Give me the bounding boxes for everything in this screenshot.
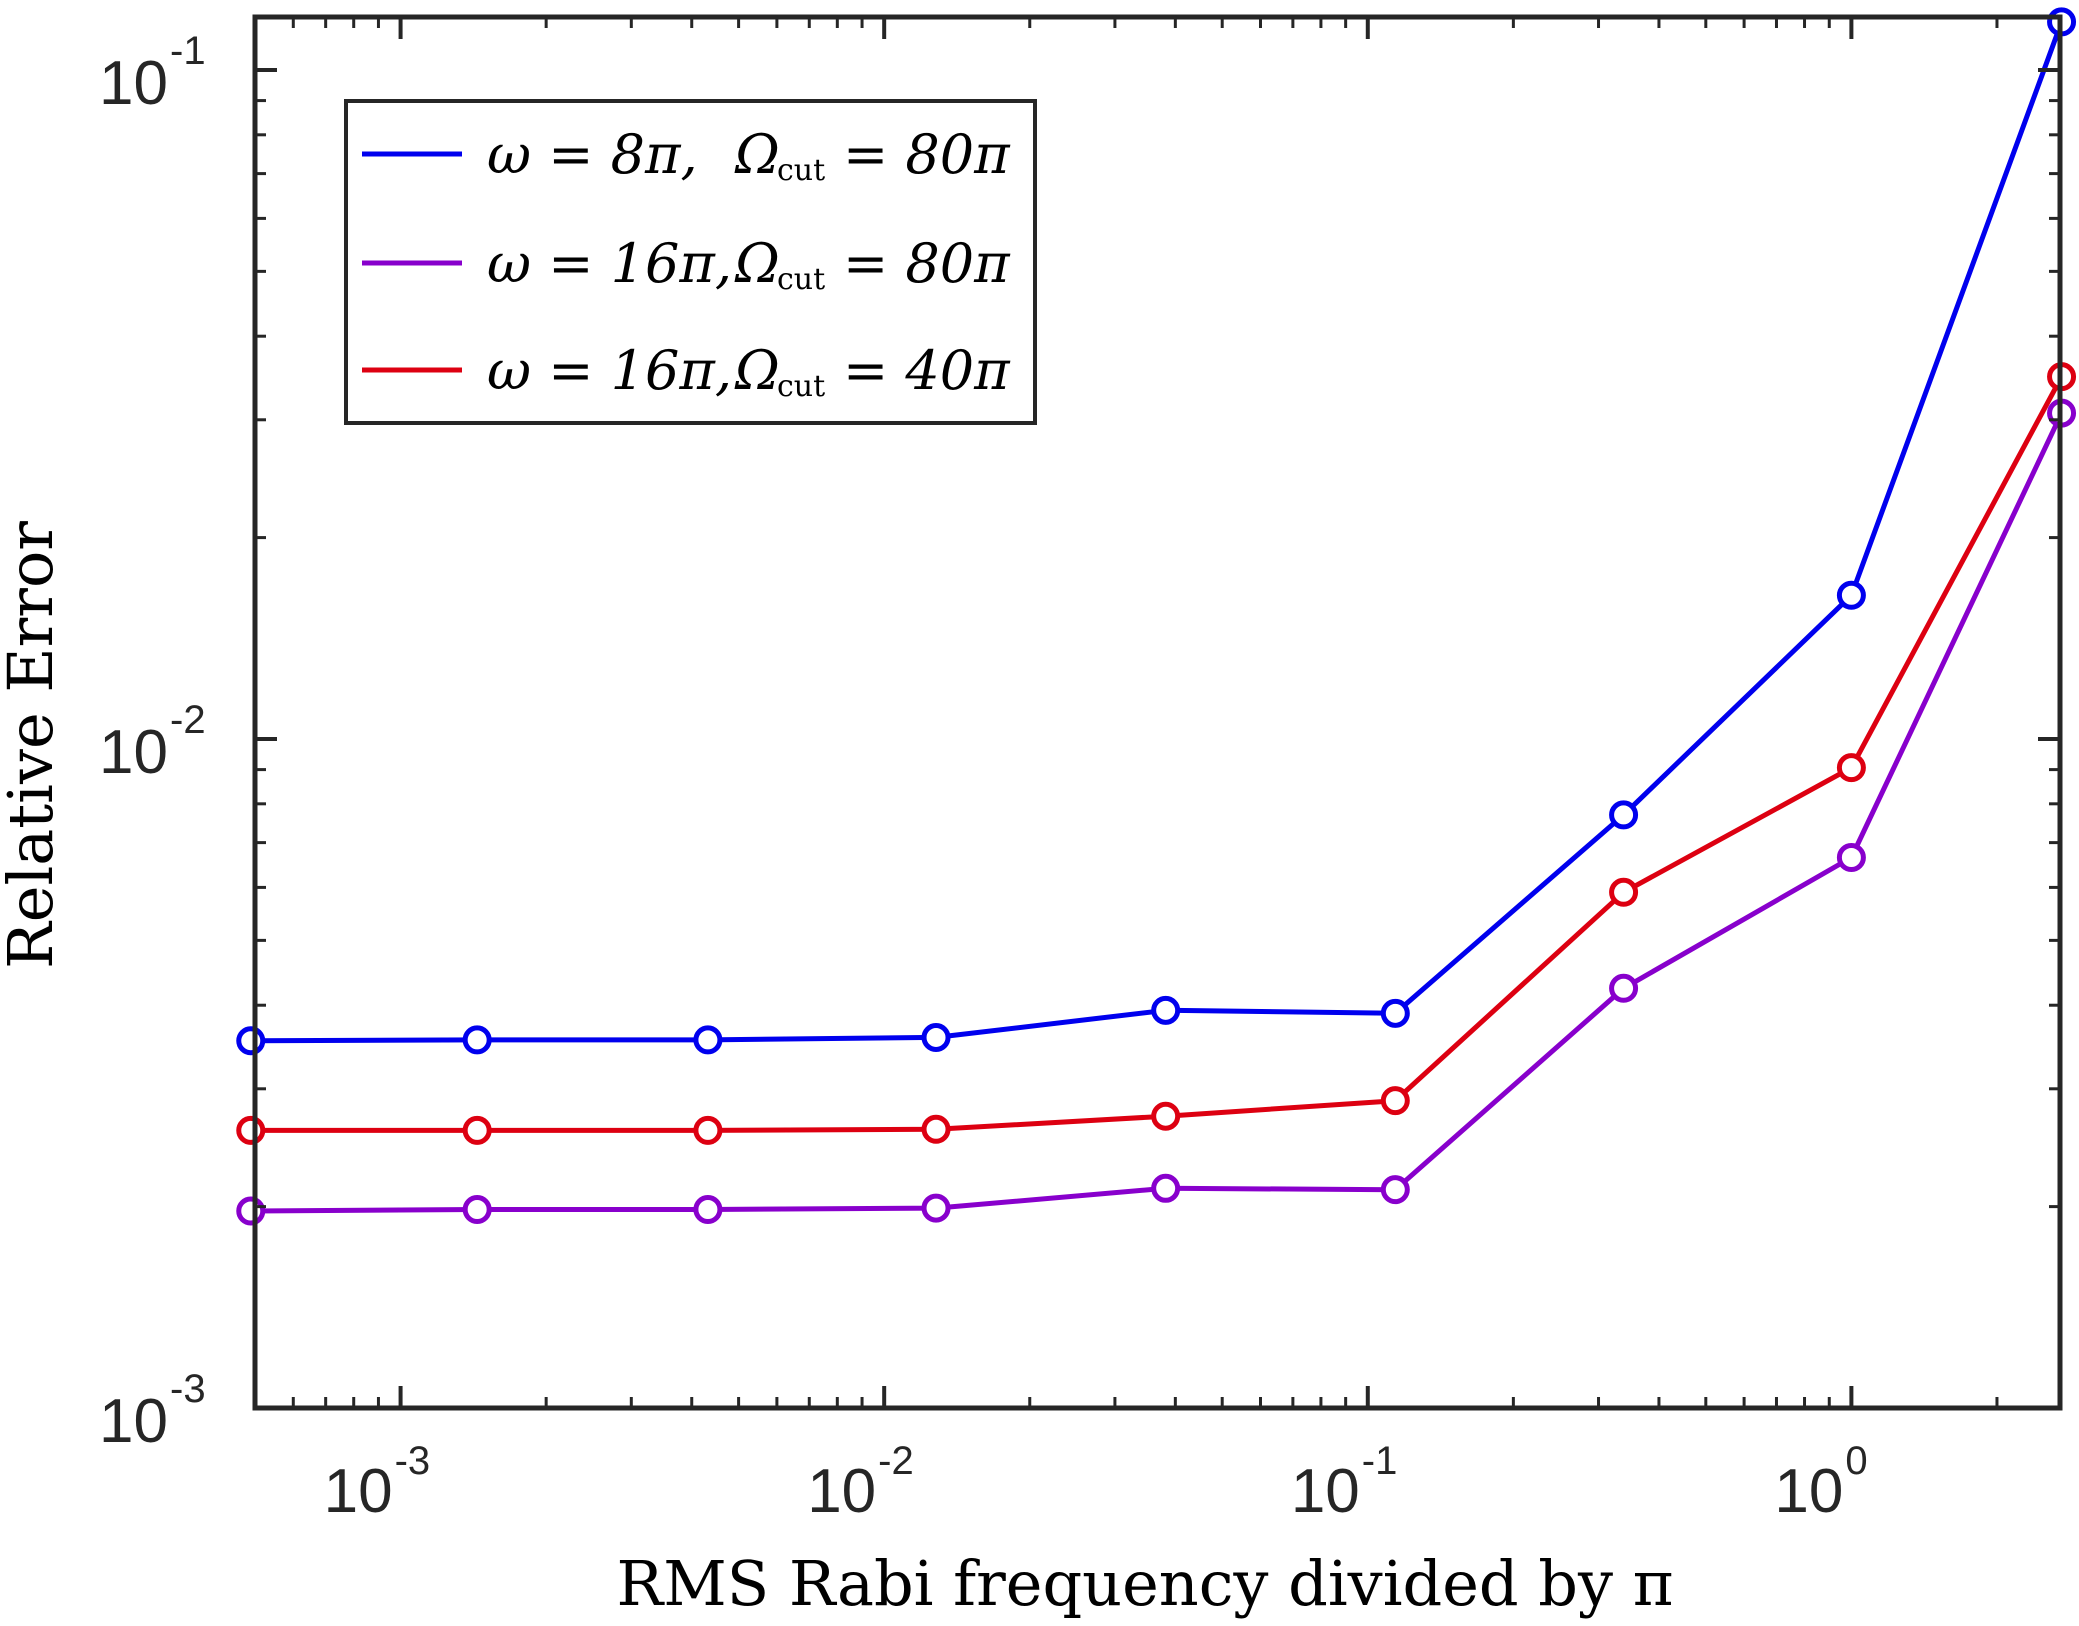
legend-cut-value: = 80π xyxy=(843,123,1011,186)
data-point xyxy=(1380,998,1410,1028)
x-tick-exponent: -3 xyxy=(395,1439,431,1483)
x-tick-exponent: -1 xyxy=(1362,1439,1398,1483)
legend-cut-value: = 40π xyxy=(843,339,1011,402)
y-tick-exponent: -1 xyxy=(170,29,206,73)
legend-omega-label: ω = 8π, xyxy=(487,123,698,186)
data-point xyxy=(462,1025,492,1055)
axes-box xyxy=(252,14,2063,1411)
x-tick-label: 10 xyxy=(1774,1457,1843,1526)
data-point xyxy=(1836,580,1866,610)
data-point xyxy=(921,1114,951,1144)
y-axis-title: Relative Error xyxy=(0,521,67,969)
y-tick-exponent: -3 xyxy=(170,1367,206,1411)
x-tick-exponent: -2 xyxy=(878,1439,914,1483)
y-tick-label: 10 xyxy=(99,1387,168,1456)
legend-cut-subscript: cut xyxy=(777,262,825,297)
y-tick-exponent: -2 xyxy=(170,698,206,742)
data-point xyxy=(462,1115,492,1145)
x-tick-label: 10 xyxy=(807,1457,876,1526)
data-point xyxy=(1609,973,1639,1003)
y-tick-label: 10 xyxy=(99,49,168,118)
y-tick-label: 10 xyxy=(99,718,168,787)
legend-cut-subscript: cut xyxy=(777,369,825,404)
legend-omega-cut-symbol: Ω xyxy=(734,339,780,402)
data-point xyxy=(693,1025,723,1055)
legend-omega-label: ω = 16π, xyxy=(487,232,732,295)
data-point xyxy=(693,1115,723,1145)
data-point xyxy=(1380,1175,1410,1205)
data-point xyxy=(1836,843,1866,873)
legend-omega-cut-symbol: Ω xyxy=(734,123,780,186)
plot-area xyxy=(236,7,2077,1226)
data-point xyxy=(1151,1101,1181,1131)
series-line-2 xyxy=(250,412,2064,1214)
data-point xyxy=(236,1115,266,1145)
data-point xyxy=(236,1196,266,1226)
data-point xyxy=(1609,877,1639,907)
data-point xyxy=(921,1193,951,1223)
data-point xyxy=(236,1026,266,1056)
legend-cut-subscript: cut xyxy=(777,153,825,188)
data-point xyxy=(1151,1173,1181,1203)
x-tick-label: 10 xyxy=(1291,1457,1360,1526)
x-tick-exponent: 0 xyxy=(1845,1439,1867,1483)
data-point xyxy=(1380,1086,1410,1116)
x-tick-label: 10 xyxy=(324,1457,393,1526)
legend-omega-cut-symbol: Ω xyxy=(734,232,780,295)
data-point xyxy=(462,1195,492,1225)
axes: 10 -3 10 -2 10 -1 10 010 -310 -210 -1 xyxy=(99,14,2063,1526)
data-point xyxy=(693,1195,723,1225)
data-point xyxy=(921,1022,951,1052)
data-point xyxy=(1151,995,1181,1025)
legend-omega-label: ω = 16π, xyxy=(487,339,732,402)
data-point xyxy=(1609,800,1639,830)
legend-cut-value: = 80π xyxy=(843,232,1011,295)
x-axis-title: RMS Rabi frequency divided by π xyxy=(617,1547,1674,1620)
data-point xyxy=(1836,753,1866,783)
